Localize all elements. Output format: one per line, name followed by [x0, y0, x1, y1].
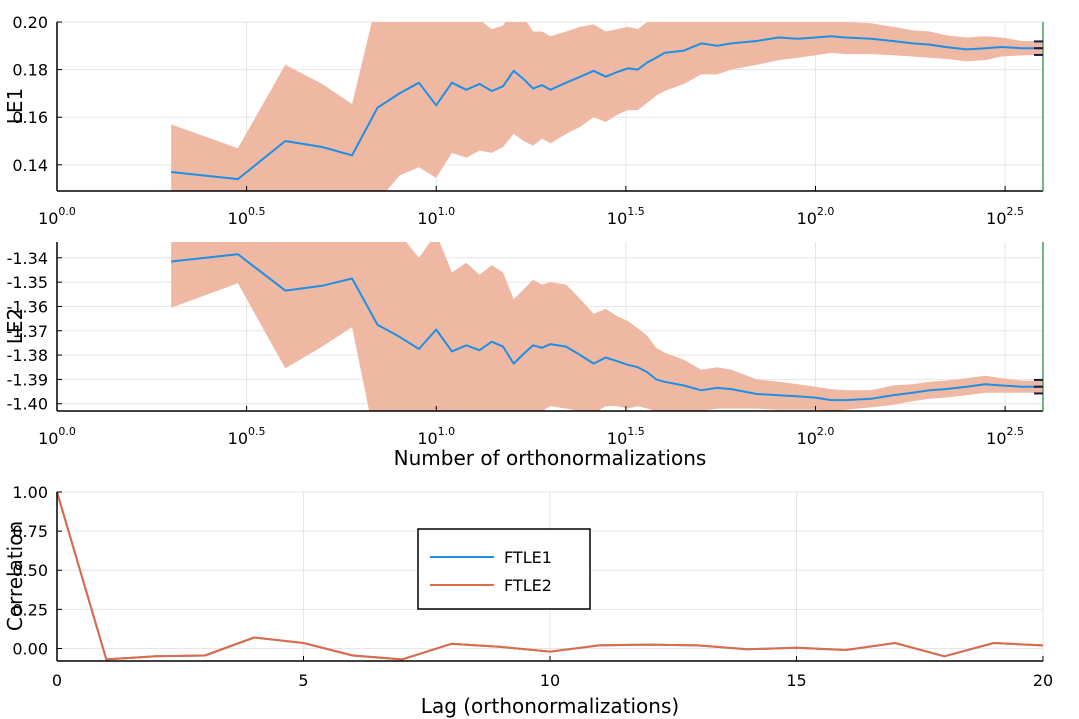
le1-confidence-band [171, 22, 1043, 191]
x-tick-label: 102.0 [797, 425, 835, 448]
le1-series-line [171, 35, 1043, 181]
correlation-legend: FTLE1 FTLE2 [417, 528, 591, 610]
correlation-panel: 0.00 0.25 0.50 0.75 1.00 0 5 10 15 20 Correlatio… [3, 483, 1053, 718]
x-tick-label: 10 [540, 671, 560, 690]
correlation-axes [56, 491, 1044, 662]
y-tick-label: 0.18 [12, 61, 48, 80]
legend-label-ftle1: FTLE1 [504, 548, 552, 567]
y-tick-label: -1.34 [7, 249, 48, 268]
y-tick-label: 0.25 [12, 600, 48, 619]
le2-final-value-marker [1034, 242, 1044, 411]
x-tick-label: 101.0 [417, 205, 455, 228]
y-tick-label: -1.37 [7, 322, 48, 341]
correlation-y-axis-label: Correlation [3, 521, 27, 631]
le2-confidence-band [171, 242, 1043, 411]
x-tick-label: 20 [1033, 671, 1053, 690]
x-tick-label: 100.0 [38, 205, 76, 228]
x-tick-label: 100.5 [228, 205, 266, 228]
le2-x-axis-label: Number of orthonormalizations [394, 446, 707, 470]
le2-series-line [171, 253, 1043, 402]
y-tick-label: 0.75 [12, 522, 48, 541]
le1-axes [56, 21, 1043, 192]
le2-panel: -1.34 -1.35 -1.36 -1.37 -1.38 -1.39 -1.40 100.… [3, 242, 1044, 470]
x-tick-label: 101.5 [607, 425, 645, 448]
le2-x-tick-labels: 100.0 100.5 101.0 101.5 102.0 102.5 [38, 425, 1024, 448]
x-tick-label: 15 [786, 671, 806, 690]
le2-axes [56, 242, 1043, 412]
y-tick-label: -1.36 [7, 297, 48, 316]
y-tick-label: 0.00 [12, 639, 48, 658]
correlation-series-lines [56, 491, 1044, 661]
legend-label-ftle2: FTLE2 [504, 576, 552, 595]
le1-final-value-marker [1034, 22, 1044, 191]
le2-y-axis-label: LE2 [3, 308, 27, 345]
le1-y-tick-labels: 0.14 0.16 0.18 0.20 [12, 13, 48, 175]
y-tick-label: -1.39 [7, 370, 48, 389]
x-tick-label: 102.0 [797, 205, 835, 228]
x-tick-label: 102.5 [986, 425, 1024, 448]
le1-x-tick-labels: 100.0 100.5 101.0 101.5 102.0 102.5 [38, 205, 1024, 228]
correlation-x-axis-label: Lag (orthonormalizations) [421, 694, 679, 718]
x-tick-label: 101.5 [607, 205, 645, 228]
x-tick-label: 102.5 [986, 205, 1024, 228]
x-tick-label: 100.5 [228, 425, 266, 448]
y-tick-label: -1.40 [7, 395, 48, 414]
le1-panel: 0.14 0.16 0.18 0.20 100.0 100.5 101.0 101.5 102… [3, 13, 1044, 228]
y-tick-label: 1.00 [12, 483, 48, 502]
y-tick-label: -1.38 [7, 346, 48, 365]
le1-y-axis-label: LE1 [3, 88, 27, 125]
y-tick-label: 0.16 [12, 108, 48, 127]
x-tick-label: 100.0 [38, 425, 76, 448]
y-tick-label: 0.14 [12, 156, 48, 175]
x-tick-label: 5 [298, 671, 308, 690]
le2-y-tick-labels: -1.34 -1.35 -1.36 -1.37 -1.38 -1.39 -1.40 [7, 249, 48, 414]
y-tick-label: -1.35 [7, 273, 48, 292]
x-tick-label: 101.0 [417, 425, 455, 448]
correlation-y-tick-labels: 0.00 0.25 0.50 0.75 1.00 [12, 483, 48, 658]
series-line-ftle2 [56, 491, 1044, 661]
legend-box [417, 528, 591, 610]
x-tick-label: 0 [52, 671, 62, 690]
correlation-x-tick-labels: 0 5 10 15 20 [52, 671, 1053, 690]
y-tick-label: 0.50 [12, 561, 48, 580]
y-tick-label: 0.20 [12, 13, 48, 32]
